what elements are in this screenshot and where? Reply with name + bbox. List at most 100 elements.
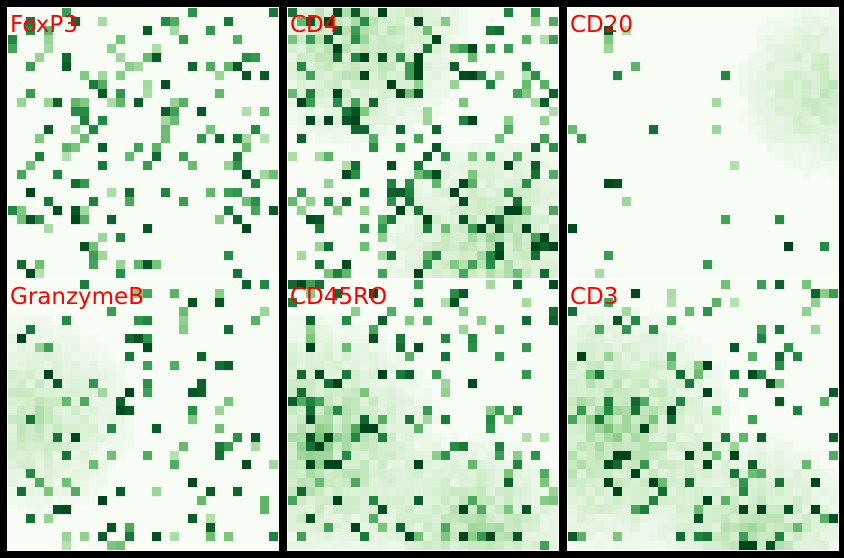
heatmap-cell [44,325,54,335]
heatmap-cell [134,62,144,72]
heatmap-cell [35,406,45,416]
heatmap-cell [378,415,388,425]
heatmap-cell [739,532,749,542]
heatmap-cell [342,71,352,81]
heatmap-cell [143,224,153,234]
heatmap-cell [387,26,397,36]
heatmap-cell [586,316,596,326]
heatmap-cell [53,406,63,416]
heatmap-cell [396,532,406,542]
heatmap-cell [342,316,352,326]
heatmap-cell [441,260,451,270]
heatmap-cell [324,415,334,425]
heatmap-cell [486,179,496,189]
heatmap-cell [829,487,838,497]
heatmap-cell [667,316,677,326]
heatmap-cell [784,35,794,45]
heatmap-cell [107,352,117,362]
heatmap-cell [342,80,352,90]
heatmap-cell [62,442,72,452]
heatmap-cell [459,496,469,506]
heatmap-cell [531,98,541,108]
heatmap-cell [288,397,298,407]
heatmap-cell [793,98,803,108]
heatmap-cell [188,415,198,425]
heatmap-cell [387,496,397,506]
heatmap-cell [820,397,830,407]
heatmap-cell [595,496,605,506]
heatmap-cell [179,152,189,162]
heatmap-cell [495,541,505,550]
heatmap-cell [468,197,478,207]
heatmap-cell [423,71,433,81]
heatmap-cell [423,406,433,416]
heatmap-cell [522,260,532,270]
heatmap-cell [333,98,343,108]
heatmap-cell [757,370,767,380]
heatmap-cd4 [288,8,558,278]
heatmap-cell [89,433,99,443]
heatmap-cell [676,433,686,443]
heatmap-cell [414,107,424,117]
heatmap-cell [613,406,623,416]
heatmap-cell [604,541,614,550]
heatmap-cell [586,487,596,497]
heatmap-cell [649,496,659,506]
heatmap-cell [288,433,298,443]
heatmap-cell [396,89,406,99]
heatmap-cell [459,532,469,542]
heatmap-cell [414,161,424,171]
heatmap-cell [703,478,713,488]
heatmap-cell [324,334,334,344]
heatmap-cell [604,298,614,308]
heatmap-cell [333,80,343,90]
heatmap-cell [143,379,153,389]
heatmap-cell [98,343,108,353]
heatmap-cell [513,451,523,461]
heatmap-cell [387,352,397,362]
heatmap-cell [757,532,767,542]
heatmap-cell [820,89,830,99]
heatmap-cell [432,487,442,497]
heatmap-cell [631,523,641,533]
heatmap-cell [568,415,578,425]
heatmap-cell [396,424,406,434]
heatmap-cell [622,433,632,443]
heatmap-cell [730,451,740,461]
heatmap-cell [161,134,171,144]
heatmap-cell [324,469,334,479]
heatmap-cell [640,523,650,533]
heatmap-cell [811,89,821,99]
heatmap-cell [513,170,523,180]
heatmap-cell [586,361,596,371]
heatmap-cell [748,116,758,126]
heatmap-cell [712,424,722,434]
heatmap-cell [35,343,45,353]
heatmap-cell [793,8,803,18]
heatmap-cell [784,116,794,126]
heatmap-cell [486,251,496,261]
heatmap-cell [324,433,334,443]
heatmap-cell [387,514,397,524]
heatmap-cell [477,269,487,278]
heatmap-cell [116,388,126,398]
heatmap-cell [730,370,740,380]
heatmap-cell [405,352,415,362]
heatmap-cell [188,8,198,18]
heatmap-cell [297,370,307,380]
heatmap-cell [333,469,343,479]
heatmap-cell [441,233,451,243]
heatmap-cell [513,442,523,452]
heatmap-cell [820,487,830,497]
heatmap-cell [414,505,424,515]
heatmap-cell [80,379,90,389]
heatmap-cell [721,415,731,425]
heatmap-cell [712,496,722,506]
heatmap-cell [297,17,307,27]
heatmap-cell [513,505,523,515]
heatmap-cell [342,8,352,18]
heatmap-cell [324,53,334,63]
heatmap-cell [820,523,830,533]
heatmap-cell [811,62,821,72]
heatmap-cell [432,17,442,27]
